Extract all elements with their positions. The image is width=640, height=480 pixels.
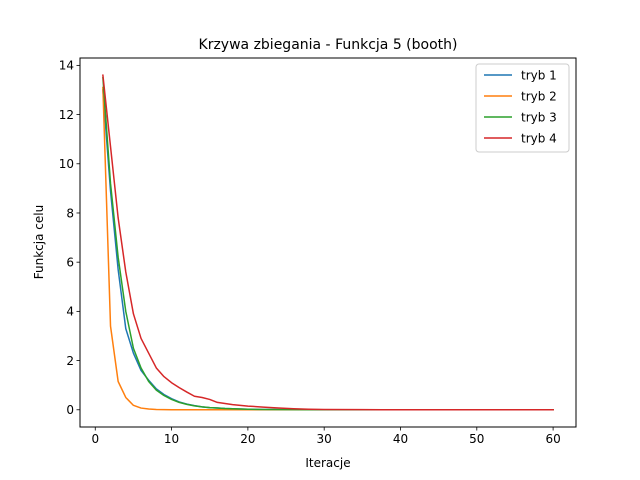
y-tick-label: 2 <box>66 354 74 368</box>
x-tick-label: 30 <box>317 432 332 446</box>
y-tick-label: 8 <box>66 206 74 220</box>
plot-frame <box>79 57 577 428</box>
legend-box <box>475 63 570 153</box>
series-line-4 <box>102 74 554 411</box>
ticks-layer: 0 10 20 30 40 50 60 0 2 4 6 8 10 12 14 <box>59 59 561 446</box>
y-tick-label: 12 <box>59 108 74 122</box>
series-line-3 <box>102 76 554 411</box>
x-tick-label: 60 <box>545 432 560 446</box>
legend: tryb 1 tryb 2 tryb 3 tryb 4 <box>475 63 570 153</box>
x-tick-label: 40 <box>393 432 408 446</box>
x-axis-label: Iteracje <box>305 456 350 470</box>
x-tick-label: 0 <box>91 432 99 446</box>
x-tick-label: 50 <box>469 432 484 446</box>
y-tick-label: 0 <box>66 403 74 417</box>
y-tick-label: 4 <box>66 305 74 319</box>
legend-label-1: tryb 1 <box>521 69 557 83</box>
x-tick-label: 20 <box>240 432 255 446</box>
y-tick-label: 6 <box>66 255 74 269</box>
x-tick-label: 10 <box>164 432 179 446</box>
legend-label-3: tryb 3 <box>521 111 557 125</box>
y-axis-label: Funkcja celu <box>32 205 46 279</box>
series-layer <box>102 74 554 411</box>
chart-title: Krzywa zbiegania - Funkcja 5 (booth) <box>199 37 458 53</box>
legend-label-4: tryb 4 <box>521 132 557 146</box>
y-tick-label: 10 <box>59 157 74 171</box>
legend-label-2: tryb 2 <box>521 90 557 104</box>
y-tick-label: 14 <box>59 59 74 73</box>
